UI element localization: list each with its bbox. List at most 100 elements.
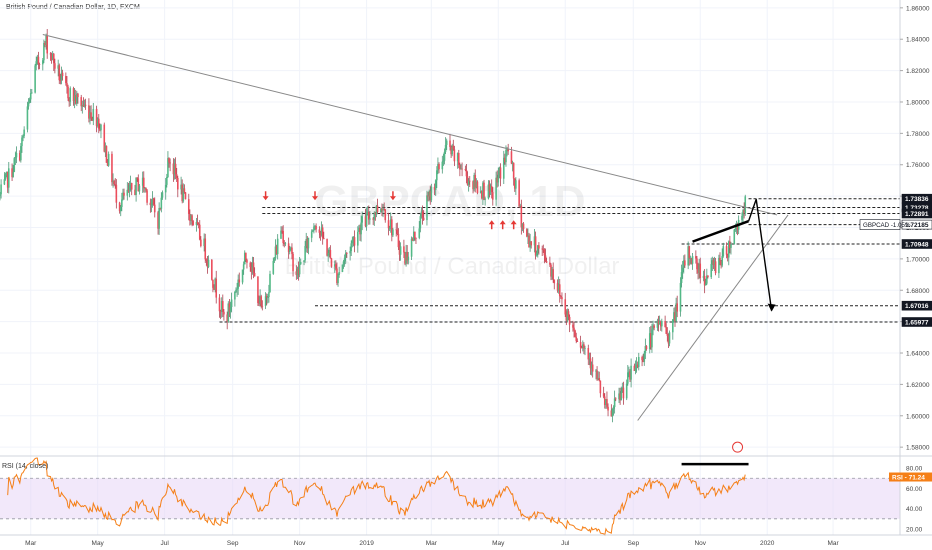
candle-body — [664, 321, 666, 328]
candle-body — [530, 241, 533, 246]
candle-body — [507, 149, 509, 152]
watermark-symbol: GBPCAD, 1D — [314, 177, 585, 226]
candle-body — [474, 174, 477, 188]
candle-body — [264, 296, 267, 307]
candle-body — [553, 279, 556, 284]
candle-body — [373, 212, 376, 220]
candle-body — [656, 320, 659, 328]
candle-body — [282, 230, 284, 244]
candle-body — [184, 192, 187, 200]
candle-body — [721, 256, 723, 266]
candle-body — [659, 321, 662, 327]
candle-body — [49, 53, 52, 55]
candle-body — [576, 340, 579, 342]
candle-body — [360, 222, 362, 235]
candle-body — [707, 275, 709, 278]
candle-body — [251, 262, 254, 272]
candle-body — [574, 330, 576, 337]
candle-body — [328, 249, 331, 254]
watermark-name: British Pound / Canadian Dollar — [285, 253, 620, 280]
candle-body — [382, 208, 384, 211]
candle-body — [157, 212, 159, 229]
candle-body — [520, 205, 523, 228]
candle-body — [211, 259, 213, 280]
candle-body — [549, 262, 551, 265]
candle-body — [144, 188, 146, 189]
candle-body — [426, 195, 428, 221]
rsi-pane: RSI (14, close) — [0, 455, 932, 537]
candle-body — [415, 237, 417, 239]
price-level-tag — [901, 239, 932, 249]
candle-body — [597, 377, 599, 380]
candle-body — [498, 167, 501, 175]
candle-body — [364, 216, 367, 227]
candle-body — [487, 184, 490, 199]
candle-body — [14, 157, 17, 159]
candle-body — [515, 180, 517, 189]
candle-body — [733, 229, 736, 245]
candle-body — [257, 276, 259, 303]
candle-body — [584, 347, 586, 349]
candle-body — [573, 327, 575, 331]
candle-body — [722, 246, 725, 257]
candle-body — [488, 184, 491, 192]
candle-body — [726, 254, 729, 258]
candle-body — [149, 202, 152, 206]
candle-body — [456, 153, 459, 162]
price-level-tag — [901, 208, 932, 219]
candle-body — [134, 189, 136, 196]
candle-body — [637, 356, 640, 367]
candle-body — [81, 104, 84, 107]
time-tick-label: Nov — [294, 540, 306, 547]
candle-body — [679, 282, 682, 312]
candle-body — [599, 380, 602, 394]
candle-body — [343, 257, 346, 262]
candle-body — [152, 198, 155, 205]
candle-body — [535, 253, 538, 256]
candle-body — [376, 205, 379, 213]
candle-body — [350, 243, 353, 252]
candle-body — [161, 192, 164, 198]
candle-body — [603, 396, 606, 405]
candle-body — [484, 198, 486, 200]
candle-body — [57, 65, 59, 69]
candle-body — [31, 92, 33, 94]
candle-body — [436, 170, 438, 181]
candle-body — [743, 210, 745, 214]
candle-body — [619, 393, 621, 401]
candle-body — [511, 162, 514, 164]
candle-body — [35, 61, 38, 66]
candle-body — [259, 296, 261, 304]
candle-body — [384, 209, 387, 221]
time-tick-label: Mar — [426, 540, 438, 547]
candle-body — [568, 316, 571, 325]
time-tick-label: 2019 — [359, 540, 374, 547]
candle-body — [29, 93, 32, 100]
candle-body — [695, 256, 697, 259]
candle-body — [284, 243, 287, 245]
red-arrow-down-head — [262, 196, 269, 201]
candle-body — [84, 104, 87, 106]
candle-body — [544, 255, 547, 262]
candle-body — [590, 364, 593, 369]
idea-badge — [732, 441, 744, 453]
candle-body — [37, 56, 40, 65]
candle-body — [618, 393, 620, 400]
candle-body — [46, 35, 48, 54]
candle-body — [260, 296, 263, 306]
price-tick-label: 1.76000 — [906, 162, 930, 169]
candle-body — [572, 324, 574, 328]
rsi-value-tag — [889, 472, 932, 482]
candle-body — [330, 258, 333, 267]
candle-body — [6, 171, 9, 188]
candle-body — [160, 197, 163, 209]
price-level-tag-label: 1.70948 — [905, 242, 929, 249]
candle-body — [644, 346, 647, 354]
candle-body — [414, 231, 416, 238]
candle-body — [215, 278, 218, 298]
candle-body — [18, 152, 21, 161]
candle-body — [445, 140, 448, 145]
candle-body — [182, 188, 185, 202]
